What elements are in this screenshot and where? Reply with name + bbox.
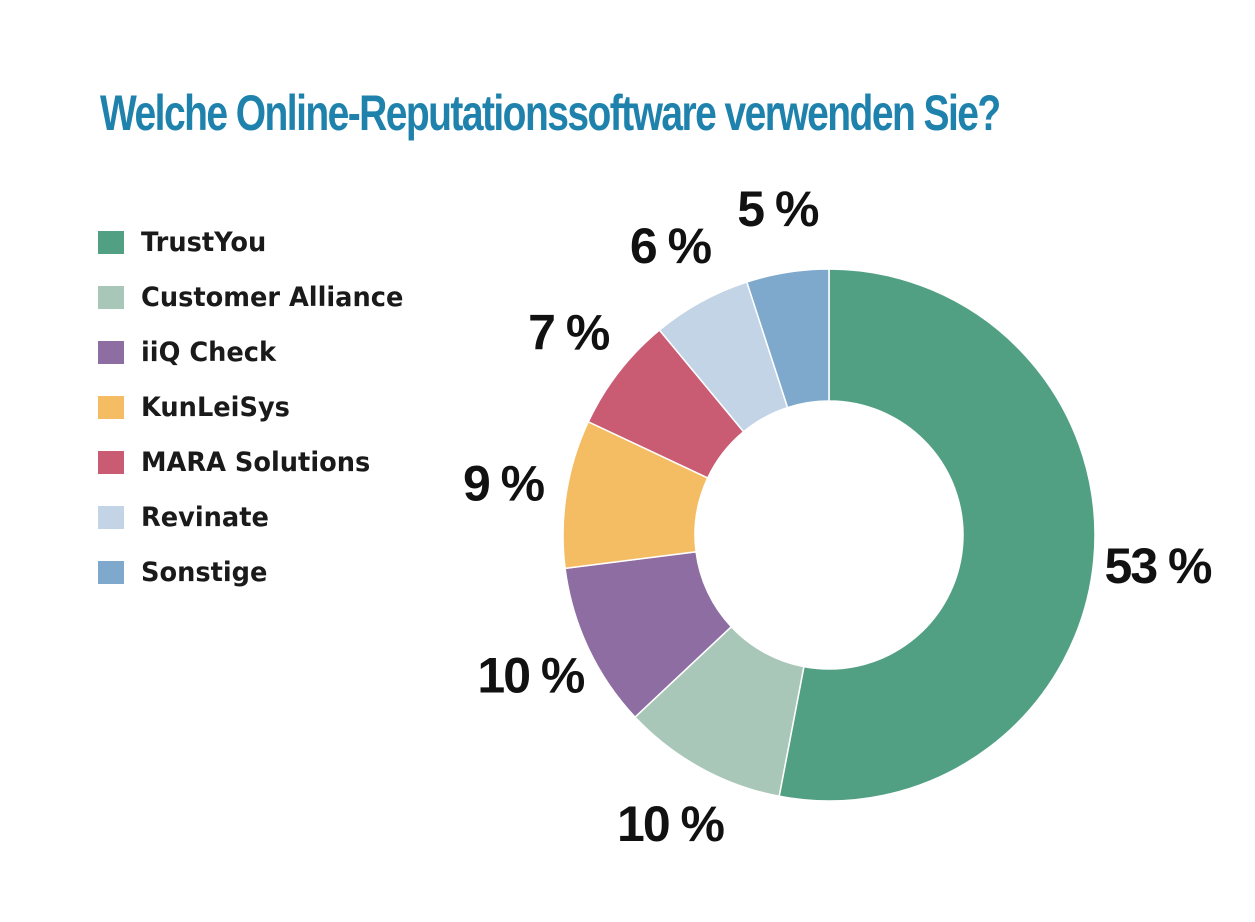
slice-sonstige <box>745 268 830 409</box>
donut-slices <box>562 268 1096 802</box>
chart-legend: TrustYou Customer Alliance iiQ Check KunLei… <box>98 215 417 600</box>
legend-label: Customer Alliance <box>141 282 404 313</box>
legend-label: TrustYou <box>141 227 267 258</box>
legend-swatch <box>98 396 124 419</box>
chart-title: Welche Online-Reputationssoftware verwen… <box>100 85 1001 141</box>
value-label-iiq-check: 10 % <box>477 648 585 704</box>
percentage-labels: 53 % 10 % 10 % 9 % 7 % 6 % 5 % <box>463 181 1214 852</box>
legend-item-trustyou: TrustYou <box>98 215 417 270</box>
legend-swatch <box>98 286 124 309</box>
legend-label: Sonstige <box>141 557 268 588</box>
value-label-kunleisys: 9 % <box>463 455 545 511</box>
value-label-mara-solutions: 7 % <box>528 305 610 361</box>
legend-item-customer-alliance: Customer Alliance <box>98 270 417 325</box>
legend-label: iiQ Check <box>141 337 277 368</box>
value-label-revinate: 6 % <box>630 218 712 274</box>
legend-label: Revinate <box>141 502 269 533</box>
legend-item-sonstige: Sonstige <box>98 545 417 600</box>
slice-trustyou <box>778 268 1096 802</box>
legend-label: MARA Solutions <box>141 447 371 478</box>
legend-swatch <box>98 341 124 364</box>
legend-swatch <box>98 561 124 584</box>
legend-label: KunLeiSys <box>141 392 290 423</box>
legend-item-kunleisys: KunLeiSys <box>98 380 417 435</box>
legend-swatch <box>98 231 124 254</box>
value-label-trustyou: 53 % <box>1105 538 1213 594</box>
legend-swatch <box>98 451 124 474</box>
value-label-sonstige: 5 % <box>737 181 819 237</box>
legend-item-iiq-check: iiQ Check <box>98 325 417 380</box>
value-label-customer-alliance: 10 % <box>617 796 725 852</box>
legend-swatch <box>98 506 124 529</box>
legend-item-revinate: Revinate <box>98 490 417 545</box>
legend-item-mara-solutions: MARA Solutions <box>98 435 417 490</box>
